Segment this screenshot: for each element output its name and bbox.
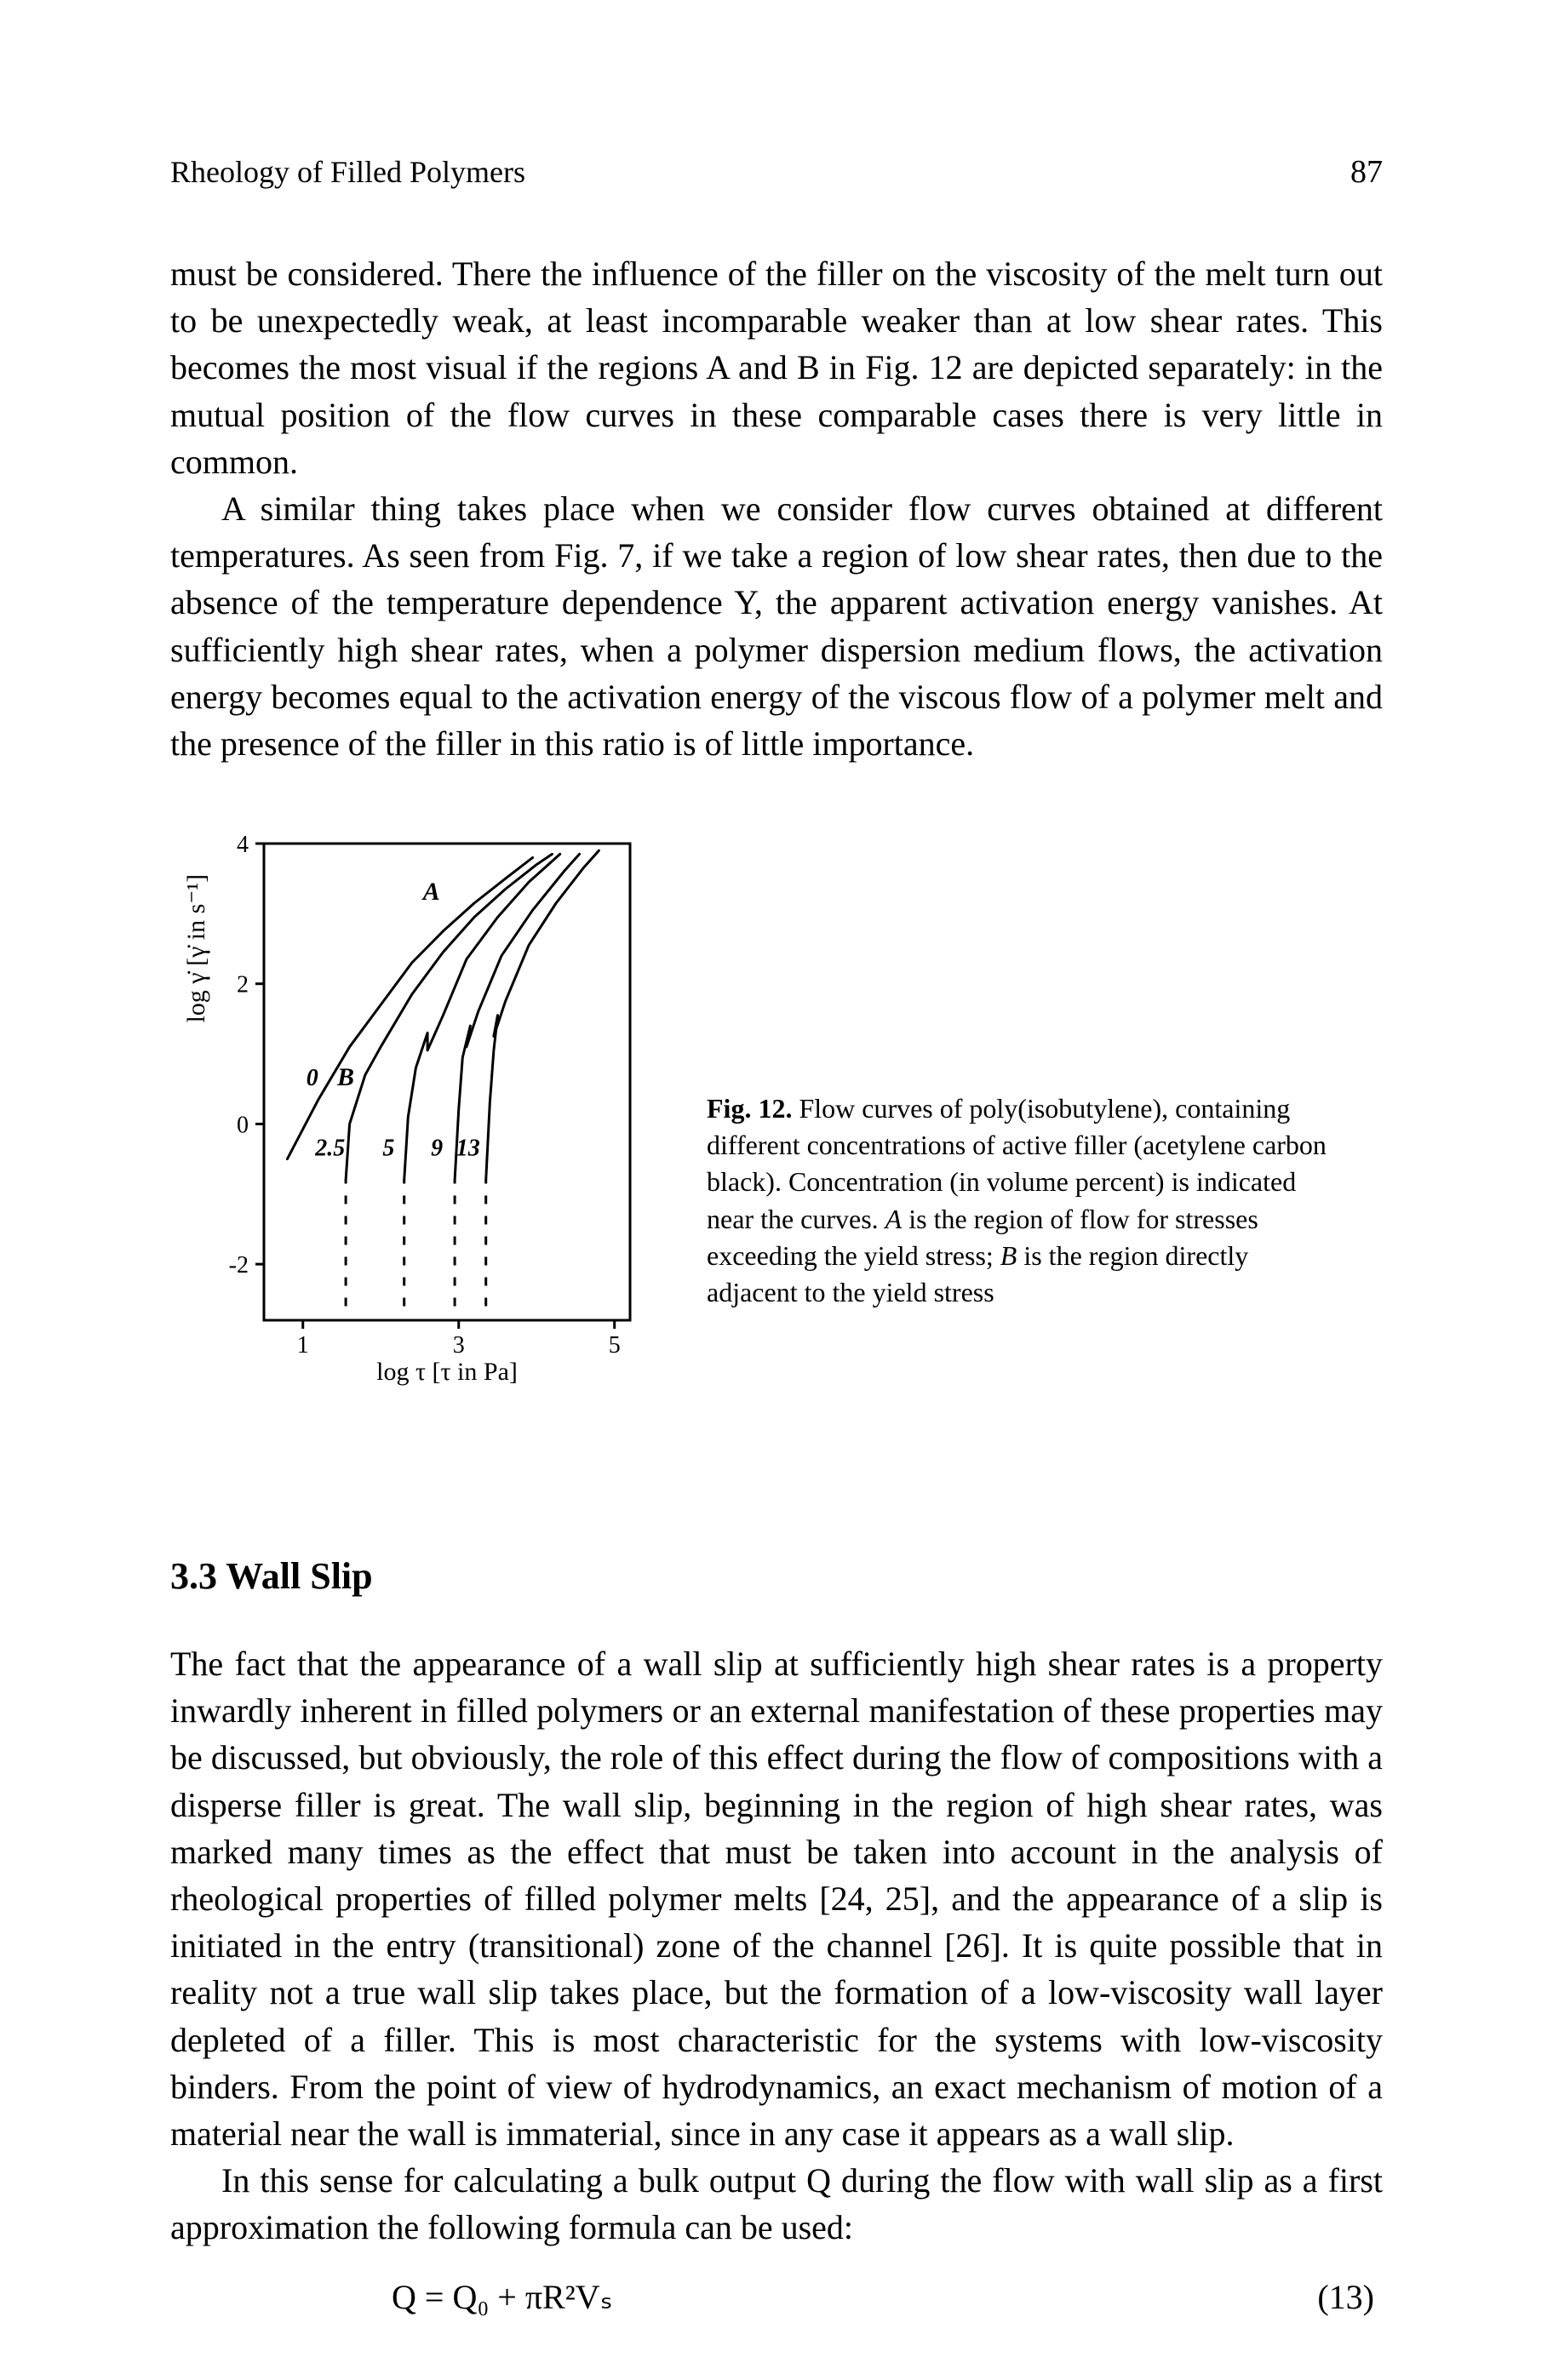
svg-text:5: 5: [382, 1136, 394, 1162]
wall-slip-paragraphs: The fact that the appearance of a wall s…: [170, 1640, 1383, 2251]
svg-text:13: 13: [456, 1136, 480, 1162]
svg-text:4: 4: [237, 832, 249, 858]
figure-12-plot: 135-2024log τ [τ in Pa]log γ̇ [γ̇ in s⁻¹…: [170, 827, 681, 1427]
svg-text:2: 2: [237, 972, 249, 998]
paragraph-2: A similar thing takes place when we cons…: [170, 485, 1383, 767]
svg-text:1: 1: [297, 1332, 309, 1359]
svg-text:-2: -2: [229, 1252, 249, 1279]
paragraph-1: must be considered. There the influence …: [170, 250, 1383, 485]
svg-text:B: B: [336, 1063, 354, 1091]
top-paragraphs: must be considered. There the influence …: [170, 250, 1383, 767]
equation-13: Q = Q₀ + πR²Vₛ: [170, 2277, 613, 2317]
equation-13-row: Q = Q₀ + πR²Vₛ (13): [170, 2277, 1383, 2317]
running-head: Rheology of Filled Polymers 87: [170, 153, 1383, 191]
figure-12-svg: 135-2024log τ [τ in Pa]log γ̇ [γ̇ in s⁻¹…: [170, 827, 681, 1422]
paragraph-3: The fact that the appearance of a wall s…: [170, 1640, 1383, 2157]
page: Rheology of Filled Polymers 87 must be c…: [0, 0, 1553, 2380]
svg-text:3: 3: [453, 1332, 465, 1359]
svg-text:log γ̇ [γ̇ in s⁻¹]: log γ̇ [γ̇ in s⁻¹]: [182, 874, 210, 1023]
figure-12: 135-2024log τ [τ in Pa]log γ̇ [γ̇ in s⁻¹…: [170, 827, 1383, 1427]
svg-text:0: 0: [237, 1112, 249, 1138]
svg-text:5: 5: [609, 1332, 621, 1359]
paragraph-4: In this sense for calculating a bulk out…: [170, 2157, 1383, 2251]
page-number: 87: [1350, 153, 1383, 191]
svg-text:0: 0: [307, 1065, 318, 1091]
svg-text:A: A: [421, 878, 440, 906]
equation-13-number: (13): [1317, 2277, 1383, 2317]
running-title: Rheology of Filled Polymers: [170, 154, 525, 190]
svg-text:log τ [τ in Pa]: log τ [τ in Pa]: [376, 1358, 518, 1386]
figure-12-caption: Fig. 12. Flow curves of poly(isobutylene…: [681, 827, 1328, 1311]
svg-text:2.5: 2.5: [314, 1136, 345, 1162]
section-3-3-heading: 3.3 Wall Slip: [170, 1554, 1383, 1598]
svg-text:9: 9: [431, 1136, 443, 1162]
